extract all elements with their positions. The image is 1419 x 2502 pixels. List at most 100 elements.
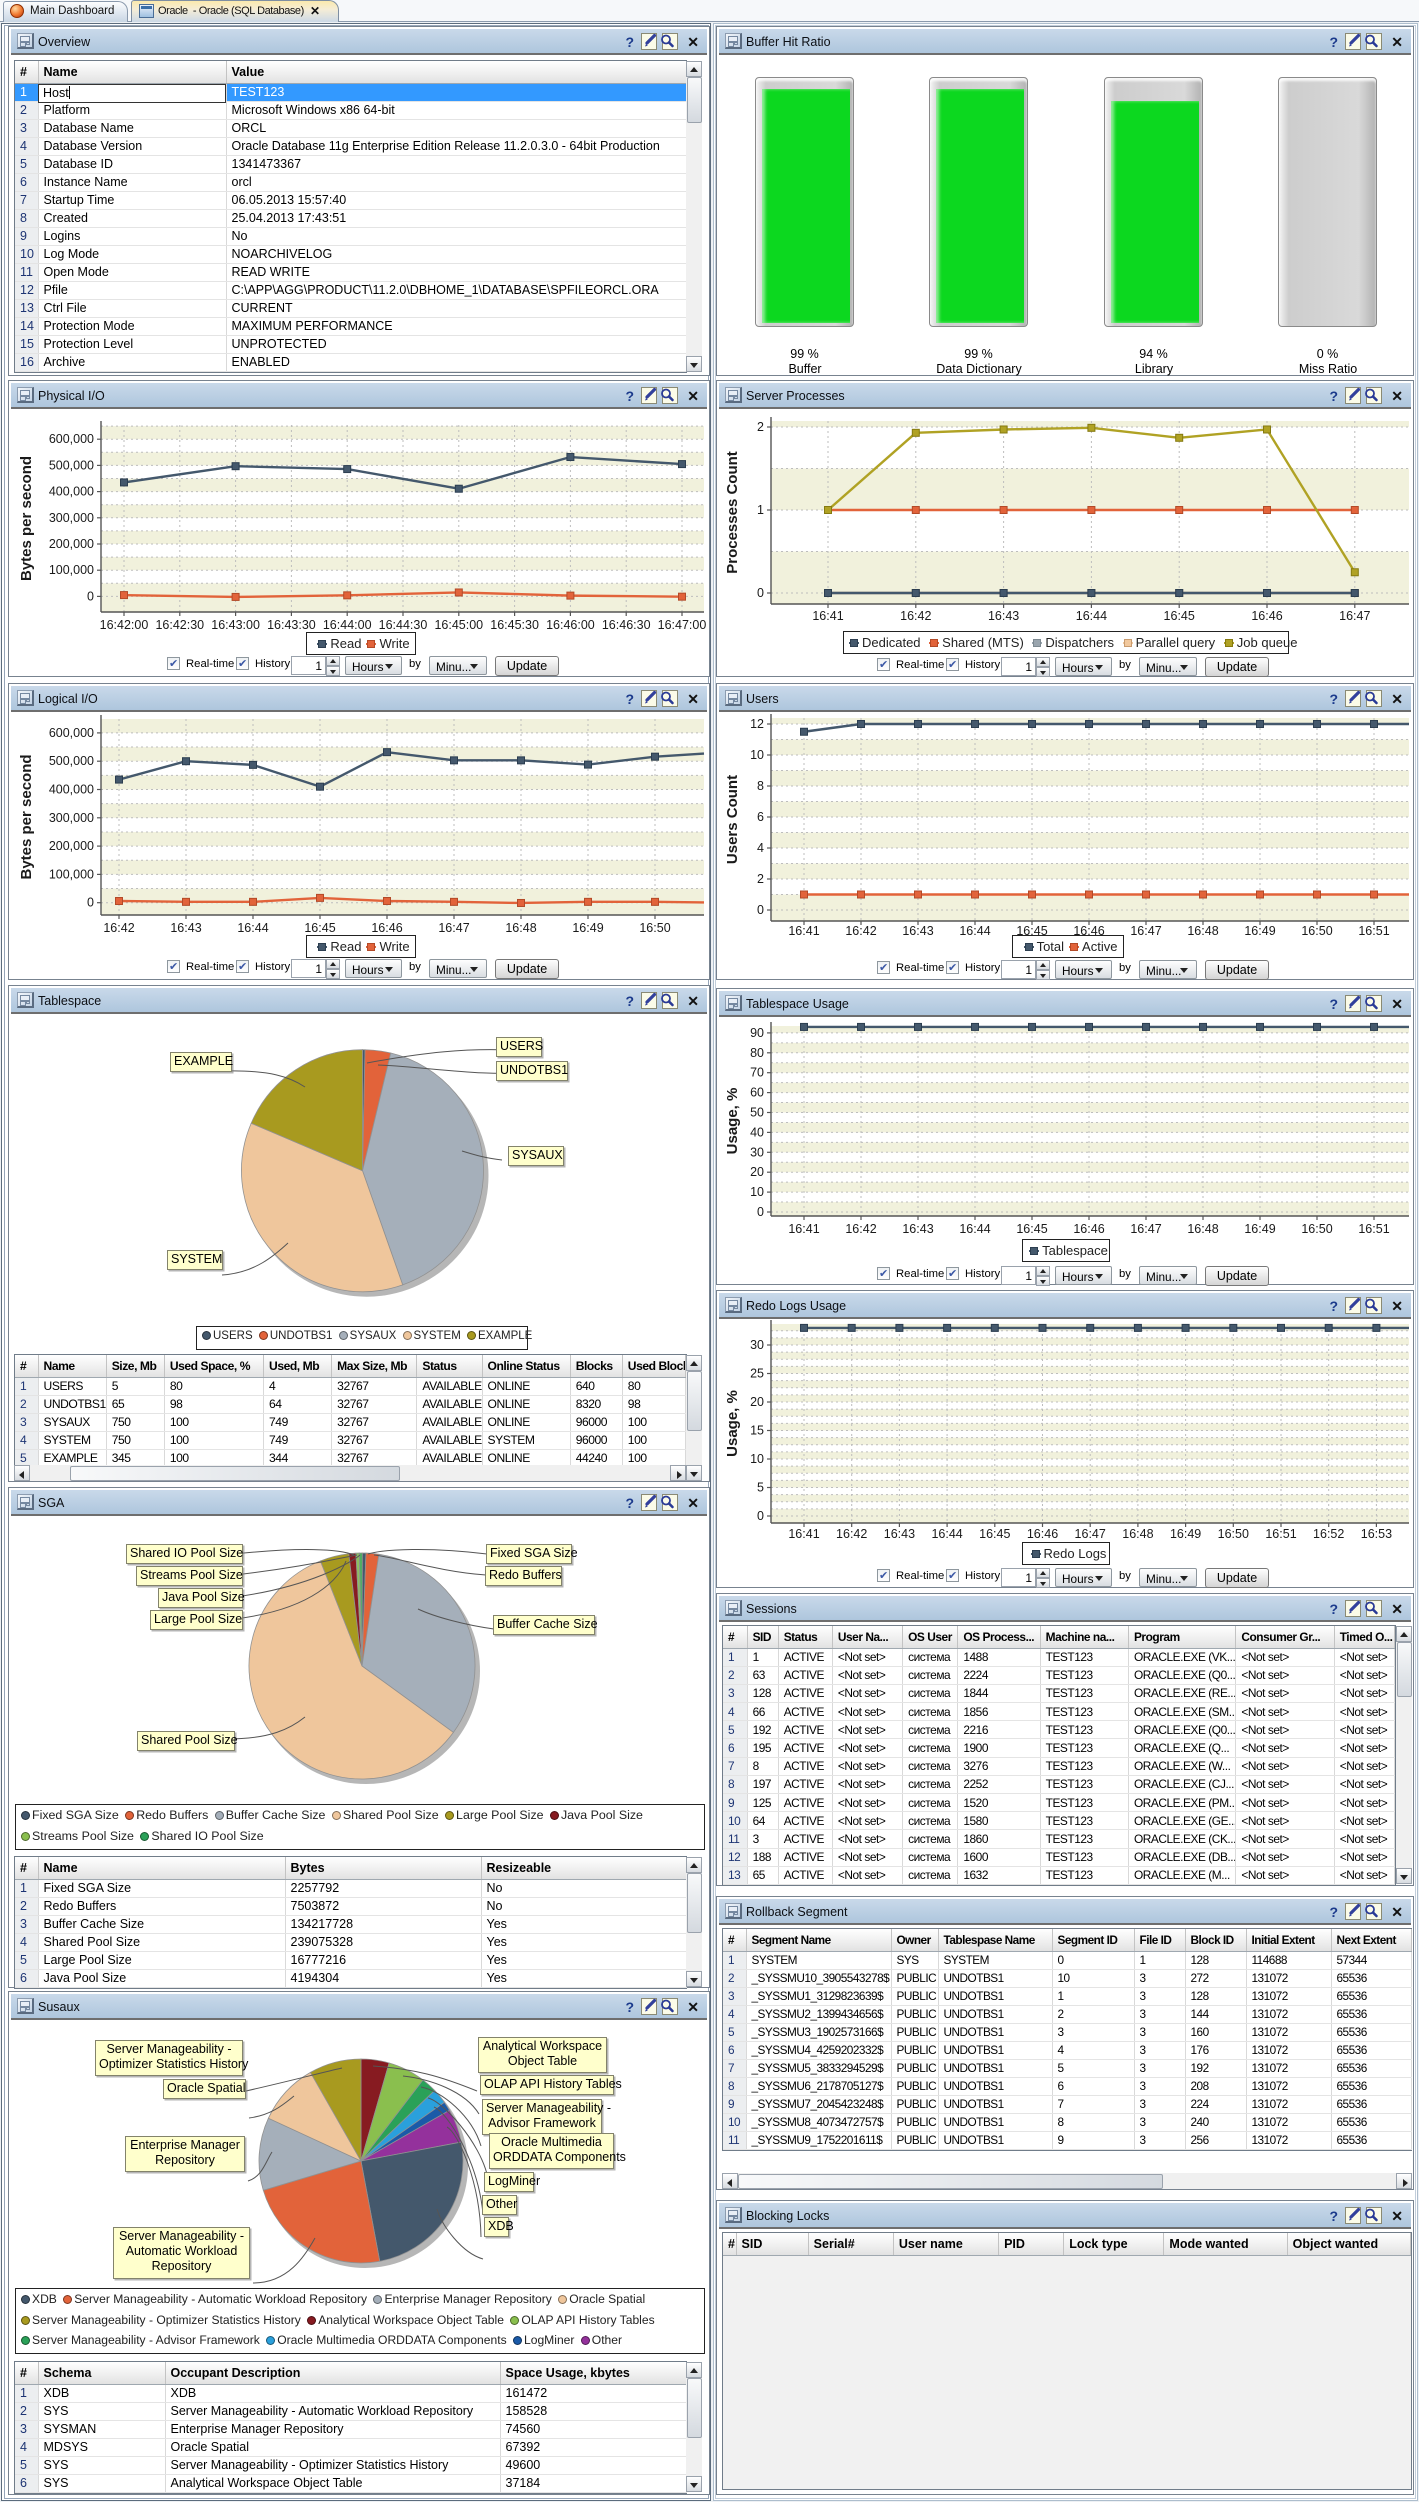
svg-text:Users Count: Users Count bbox=[724, 775, 741, 864]
svg-text:16:45: 16:45 bbox=[304, 921, 335, 935]
svg-text:0: 0 bbox=[87, 589, 94, 603]
svg-text:4: 4 bbox=[757, 841, 764, 855]
svg-text:16:42:00: 16:42:00 bbox=[100, 618, 149, 632]
svg-text:16:46: 16:46 bbox=[1251, 609, 1282, 623]
svg-text:16:45: 16:45 bbox=[1164, 609, 1195, 623]
svg-text:30: 30 bbox=[750, 1145, 764, 1159]
svg-text:16:53: 16:53 bbox=[1361, 1527, 1392, 1541]
svg-text:16:47: 16:47 bbox=[1130, 924, 1161, 938]
svg-text:16:43: 16:43 bbox=[902, 1222, 933, 1236]
svg-text:16:45:00: 16:45:00 bbox=[434, 618, 483, 632]
svg-text:200,000: 200,000 bbox=[49, 537, 94, 551]
svg-text:16:45:30: 16:45:30 bbox=[490, 618, 539, 632]
svg-text:16:42:30: 16:42:30 bbox=[155, 618, 204, 632]
svg-text:16:46: 16:46 bbox=[1073, 924, 1104, 938]
svg-text:16:41: 16:41 bbox=[788, 924, 819, 938]
svg-text:16:49: 16:49 bbox=[572, 921, 603, 935]
svg-text:70: 70 bbox=[750, 1066, 764, 1080]
svg-text:300,000: 300,000 bbox=[49, 811, 94, 825]
svg-text:60: 60 bbox=[750, 1086, 764, 1100]
svg-text:16:47: 16:47 bbox=[1130, 1222, 1161, 1236]
svg-text:16:50: 16:50 bbox=[639, 921, 670, 935]
svg-text:16:46: 16:46 bbox=[1073, 1222, 1104, 1236]
svg-text:1: 1 bbox=[757, 503, 764, 517]
svg-text:6: 6 bbox=[757, 810, 764, 824]
svg-text:16:51: 16:51 bbox=[1358, 1222, 1389, 1236]
svg-text:16:41: 16:41 bbox=[812, 609, 843, 623]
svg-text:600,000: 600,000 bbox=[49, 432, 94, 446]
svg-text:16:50: 16:50 bbox=[1301, 1222, 1332, 1236]
svg-text:16:44: 16:44 bbox=[237, 921, 268, 935]
svg-text:16:48: 16:48 bbox=[1122, 1527, 1153, 1541]
svg-text:16:49: 16:49 bbox=[1244, 924, 1275, 938]
svg-text:16:44: 16:44 bbox=[959, 924, 990, 938]
svg-text:20: 20 bbox=[750, 1165, 764, 1179]
svg-text:16:51: 16:51 bbox=[1265, 1527, 1296, 1541]
svg-text:5: 5 bbox=[757, 1481, 764, 1495]
svg-text:16:47:00: 16:47:00 bbox=[658, 618, 707, 632]
svg-text:16:46: 16:46 bbox=[371, 921, 402, 935]
svg-text:16:50: 16:50 bbox=[1301, 924, 1332, 938]
svg-text:16:49: 16:49 bbox=[1170, 1527, 1201, 1541]
svg-text:Bytes per second: Bytes per second bbox=[18, 456, 35, 581]
svg-text:600,000: 600,000 bbox=[49, 726, 94, 740]
svg-text:16:43: 16:43 bbox=[902, 924, 933, 938]
svg-text:16:44: 16:44 bbox=[1076, 609, 1107, 623]
svg-text:16:46: 16:46 bbox=[1027, 1527, 1058, 1541]
svg-text:16:42: 16:42 bbox=[836, 1527, 867, 1541]
svg-text:30: 30 bbox=[750, 1338, 764, 1352]
svg-text:0: 0 bbox=[757, 1205, 764, 1219]
svg-text:12: 12 bbox=[750, 717, 764, 731]
svg-text:0: 0 bbox=[87, 896, 94, 910]
svg-text:16:46:30: 16:46:30 bbox=[602, 618, 651, 632]
svg-text:16:48: 16:48 bbox=[1187, 924, 1218, 938]
svg-text:500,000: 500,000 bbox=[49, 458, 94, 472]
svg-text:16:47: 16:47 bbox=[438, 921, 469, 935]
svg-text:Processes Count: Processes Count bbox=[724, 451, 741, 574]
svg-text:90: 90 bbox=[750, 1026, 764, 1040]
svg-text:16:43: 16:43 bbox=[988, 609, 1019, 623]
svg-text:100,000: 100,000 bbox=[49, 867, 94, 881]
svg-text:16:43:00: 16:43:00 bbox=[211, 618, 260, 632]
svg-text:16:50: 16:50 bbox=[1218, 1527, 1249, 1541]
svg-text:8: 8 bbox=[757, 779, 764, 793]
svg-text:16:43:30: 16:43:30 bbox=[267, 618, 316, 632]
svg-text:25: 25 bbox=[750, 1367, 764, 1381]
svg-text:10: 10 bbox=[750, 1185, 764, 1199]
svg-text:16:42: 16:42 bbox=[845, 1222, 876, 1236]
svg-text:15: 15 bbox=[750, 1424, 764, 1438]
svg-text:16:43: 16:43 bbox=[884, 1527, 915, 1541]
svg-text:16:43: 16:43 bbox=[170, 921, 201, 935]
svg-text:16:44: 16:44 bbox=[959, 1222, 990, 1236]
svg-text:16:45: 16:45 bbox=[1016, 924, 1047, 938]
svg-text:200,000: 200,000 bbox=[49, 839, 94, 853]
svg-text:16:42: 16:42 bbox=[103, 921, 134, 935]
svg-text:16:44:00: 16:44:00 bbox=[323, 618, 372, 632]
svg-text:16:47: 16:47 bbox=[1339, 609, 1370, 623]
svg-text:16:49: 16:49 bbox=[1244, 1222, 1275, 1236]
svg-text:Usage, %: Usage, % bbox=[724, 1088, 741, 1155]
svg-text:0: 0 bbox=[757, 903, 764, 917]
svg-text:16:46:00: 16:46:00 bbox=[546, 618, 595, 632]
svg-text:Bytes per second: Bytes per second bbox=[18, 754, 35, 879]
svg-text:20: 20 bbox=[750, 1395, 764, 1409]
svg-text:40: 40 bbox=[750, 1125, 764, 1139]
svg-text:10: 10 bbox=[750, 1452, 764, 1466]
svg-text:2: 2 bbox=[757, 872, 764, 886]
svg-text:50: 50 bbox=[750, 1106, 764, 1120]
svg-text:16:47: 16:47 bbox=[1075, 1527, 1106, 1541]
svg-text:16:51: 16:51 bbox=[1358, 924, 1389, 938]
svg-text:16:41: 16:41 bbox=[788, 1222, 819, 1236]
svg-text:400,000: 400,000 bbox=[49, 783, 94, 797]
svg-text:300,000: 300,000 bbox=[49, 511, 94, 525]
svg-text:16:44: 16:44 bbox=[931, 1527, 962, 1541]
svg-text:16:45: 16:45 bbox=[979, 1527, 1010, 1541]
svg-text:16:41: 16:41 bbox=[788, 1527, 819, 1541]
svg-text:16:48: 16:48 bbox=[1187, 1222, 1218, 1236]
svg-text:16:45: 16:45 bbox=[1016, 1222, 1047, 1236]
svg-text:16:52: 16:52 bbox=[1313, 1527, 1344, 1541]
svg-text:100,000: 100,000 bbox=[49, 563, 94, 577]
svg-text:10: 10 bbox=[750, 748, 764, 762]
svg-text:0: 0 bbox=[757, 586, 764, 600]
svg-text:Usage, %: Usage, % bbox=[724, 1390, 741, 1457]
